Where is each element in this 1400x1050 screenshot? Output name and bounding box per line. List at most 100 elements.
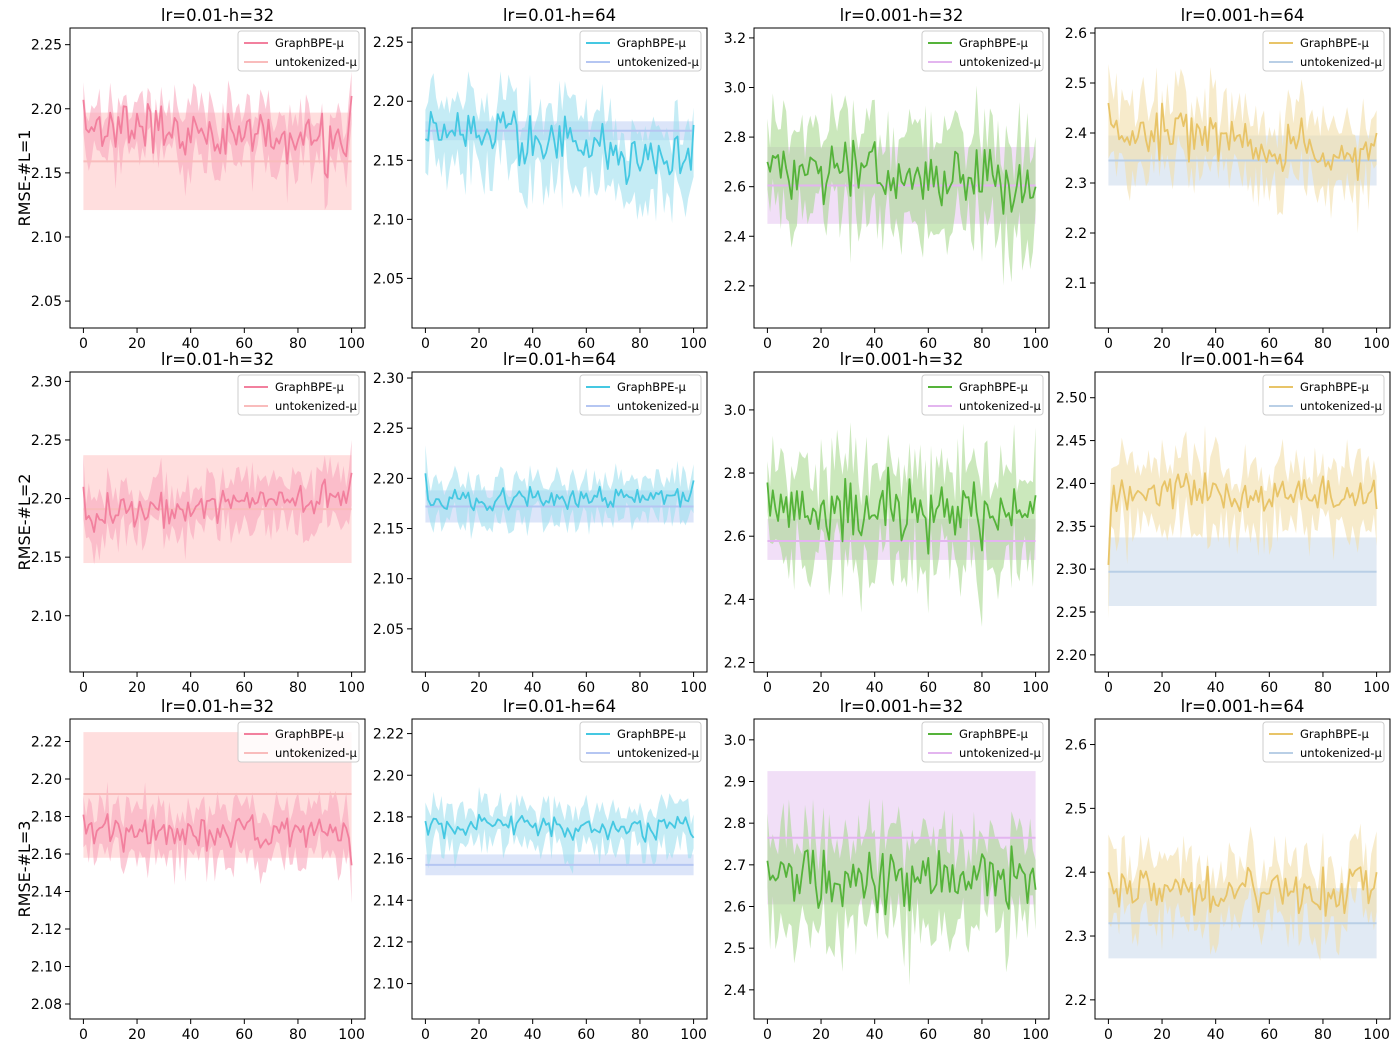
y-tick-label: 2.5 bbox=[1065, 801, 1087, 817]
x-tick: 0 bbox=[1104, 328, 1113, 352]
y-tick-label: 2.12 bbox=[31, 922, 62, 938]
subplot-title: lr=0.001-h=64 bbox=[1181, 697, 1305, 716]
legend-frame bbox=[921, 721, 1044, 763]
x-tick: 20 bbox=[812, 1019, 830, 1043]
x-tick-label: 80 bbox=[289, 1027, 307, 1043]
legend-frame bbox=[579, 30, 702, 72]
y-tick: 2.8 bbox=[724, 816, 754, 832]
x-tick: 0 bbox=[79, 328, 88, 352]
series-line bbox=[424, 813, 695, 843]
legend-frame bbox=[1262, 374, 1385, 416]
y-tick: 2.12 bbox=[31, 922, 70, 938]
y-tick-label: 2.25 bbox=[31, 38, 62, 54]
x-tick: 80 bbox=[631, 672, 649, 696]
series-band bbox=[1108, 64, 1377, 234]
x-tick: 100 bbox=[1363, 672, 1390, 696]
y-tick-label: 2.40 bbox=[1056, 476, 1087, 492]
x-tick-label: 80 bbox=[1314, 680, 1332, 696]
legend-label: GraphBPE-μ bbox=[617, 727, 687, 741]
y-tick: 2.9 bbox=[724, 775, 754, 791]
x-tick: 20 bbox=[470, 672, 488, 696]
x-tick: 100 bbox=[1363, 328, 1390, 352]
series-line bbox=[766, 845, 1037, 916]
y-tick-label: 2.05 bbox=[31, 294, 62, 310]
x-tick-label: 40 bbox=[1207, 680, 1225, 696]
y-tick: 2.4 bbox=[1065, 126, 1095, 142]
y-tick-label: 2.8 bbox=[724, 816, 746, 832]
x-tick: 20 bbox=[128, 1019, 146, 1043]
x-tick-label: 20 bbox=[128, 1027, 146, 1043]
axes-frame bbox=[1094, 371, 1391, 673]
axes-frame bbox=[69, 718, 366, 1020]
x-tick: 60 bbox=[919, 672, 937, 696]
y-tick: 2.6 bbox=[1065, 26, 1095, 42]
x-tick: 20 bbox=[470, 328, 488, 352]
y-tick-label: 2.10 bbox=[373, 977, 404, 993]
axes-frame bbox=[1094, 27, 1391, 329]
y-tick: 2.4 bbox=[724, 229, 754, 245]
x-tick-label: 20 bbox=[812, 1027, 830, 1043]
x-tick: 80 bbox=[631, 328, 649, 352]
x-tick: 0 bbox=[1104, 1019, 1113, 1043]
y-tick-label: 2.10 bbox=[373, 572, 404, 588]
y-tick-label: 2.6 bbox=[1065, 738, 1087, 754]
y-tick-label: 2.8 bbox=[724, 466, 746, 482]
y-tick: 2.15 bbox=[31, 166, 70, 182]
subplot-title: lr=0.001-h=64 bbox=[1181, 6, 1305, 25]
legend: GraphBPE-μ untokenized-μ bbox=[1262, 721, 1385, 763]
legend: GraphBPE-μ untokenized-μ bbox=[1262, 374, 1385, 416]
y-tick: 2.5 bbox=[1065, 76, 1095, 92]
series-band bbox=[83, 71, 352, 211]
legend-frame bbox=[237, 721, 360, 763]
y-tick-label: 2.22 bbox=[373, 727, 404, 743]
subplot-title: lr=0.01-h=32 bbox=[161, 350, 274, 369]
legend-label: untokenized-μ bbox=[617, 55, 699, 69]
x-tick: 0 bbox=[421, 672, 430, 696]
y-tick-label: 2.30 bbox=[373, 371, 404, 387]
x-tick: 40 bbox=[524, 328, 542, 352]
y-tick: 2.2 bbox=[724, 279, 754, 295]
legend: GraphBPE-μ untokenized-μ bbox=[237, 374, 360, 416]
y-tick: 2.16 bbox=[31, 847, 70, 863]
x-tick-label: 60 bbox=[577, 680, 595, 696]
y-tick-label: 2.18 bbox=[373, 810, 404, 826]
x-tick: 20 bbox=[470, 1019, 488, 1043]
y-tick: 2.10 bbox=[373, 572, 412, 588]
x-tick: 40 bbox=[866, 1019, 884, 1043]
subplot-r2-c2: 0 20 40 60 80 100 2.4 2.5 2.6 2.7 2.8 2.9 3.0 lr=0.00… bbox=[724, 697, 1050, 1043]
x-tick: 60 bbox=[235, 328, 253, 352]
x-tick-label: 60 bbox=[919, 680, 937, 696]
x-tick-label: 100 bbox=[1022, 1027, 1049, 1043]
y-tick: 2.4 bbox=[724, 983, 754, 999]
y-tick-label: 2.16 bbox=[31, 847, 62, 863]
y-tick: 2.8 bbox=[724, 466, 754, 482]
y-tick-label: 2.18 bbox=[31, 810, 62, 826]
x-tick-label: 0 bbox=[763, 1027, 772, 1043]
y-tick: 2.1 bbox=[1065, 276, 1095, 292]
series-band bbox=[425, 786, 694, 874]
x-tick-label: 0 bbox=[763, 336, 772, 352]
y-tick-label: 2.1 bbox=[1065, 276, 1087, 292]
subplot-r2-c3: 0 20 40 60 80 100 2.2 2.3 2.4 2.5 2.6 lr=0.001-h=64… bbox=[1065, 697, 1391, 1043]
legend: GraphBPE-μ untokenized-μ bbox=[921, 721, 1044, 763]
plot-area bbox=[82, 71, 353, 211]
series-band bbox=[83, 439, 352, 565]
y-tick-label: 2.6 bbox=[1065, 26, 1087, 42]
y-tick-label: 2.14 bbox=[31, 885, 62, 901]
x-tick: 100 bbox=[338, 1019, 365, 1043]
subplot-r1-c0: 0 20 40 60 80 100 2.10 2.15 2.20 2.25 2.30 lr=0.01-… bbox=[15, 350, 366, 696]
y-tick: 2.05 bbox=[373, 271, 412, 287]
legend-label: untokenized-μ bbox=[275, 746, 357, 760]
x-tick-label: 0 bbox=[1104, 680, 1113, 696]
x-tick-label: 20 bbox=[128, 680, 146, 696]
x-tick-label: 60 bbox=[235, 336, 253, 352]
y-tick: 2.30 bbox=[31, 374, 70, 390]
x-tick: 80 bbox=[289, 328, 307, 352]
legend: GraphBPE-μ untokenized-μ bbox=[579, 374, 702, 416]
y-tick: 2.10 bbox=[31, 230, 70, 246]
y-tick: 2.10 bbox=[373, 212, 412, 228]
series-line bbox=[766, 139, 1037, 215]
legend-label: untokenized-μ bbox=[617, 399, 699, 413]
legend-label: untokenized-μ bbox=[275, 399, 357, 413]
y-tick: 2.2 bbox=[1065, 993, 1095, 1009]
